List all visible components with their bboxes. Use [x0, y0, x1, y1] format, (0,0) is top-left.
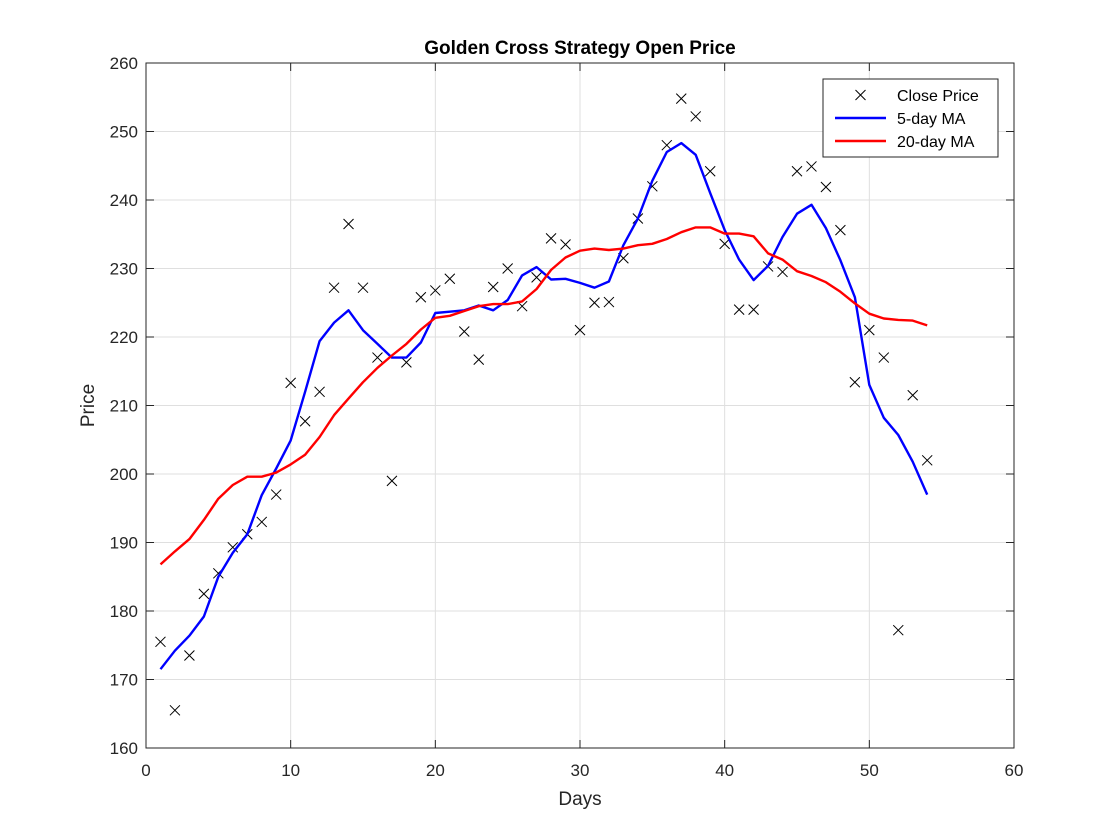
data-point-marker: [690, 111, 702, 122]
y-tick-label: 260: [110, 54, 138, 73]
data-point-marker: [401, 356, 412, 368]
data-point-marker: [155, 636, 166, 648]
x-axis-label: Days: [558, 789, 601, 810]
data-point-marker: [820, 181, 832, 193]
data-point-marker: [806, 161, 817, 172]
series-close-price: [155, 93, 933, 716]
x-tick-label: 30: [571, 761, 590, 780]
data-point-marker: [285, 377, 297, 389]
y-tick-label: 190: [110, 534, 138, 553]
x-tick-label: 50: [860, 761, 879, 780]
data-point-marker: [487, 281, 499, 293]
series-5-day-ma: [159, 141, 929, 670]
y-tick-label: 250: [110, 123, 138, 142]
data-point-marker: [227, 541, 239, 553]
data-point-marker: [256, 516, 268, 528]
x-tick-label: 60: [1005, 761, 1024, 780]
series-20-day-ma: [159, 226, 928, 566]
data-point-marker: [184, 650, 195, 661]
series-line: [159, 226, 928, 566]
data-point-marker: [661, 139, 673, 151]
legend-entry-label: Close Price: [897, 88, 979, 105]
series-line: [159, 141, 929, 670]
data-point-marker: [372, 352, 383, 363]
data-point-marker: [299, 415, 311, 427]
data-point-marker: [502, 263, 514, 274]
data-point-marker: [835, 224, 846, 236]
y-tick-label: 210: [110, 397, 138, 416]
data-point-marker: [198, 588, 210, 600]
data-point-marker: [314, 386, 325, 398]
y-tick-label: 200: [110, 465, 138, 484]
data-point-marker: [473, 354, 485, 365]
legend-entry-label: 5-day MA: [897, 111, 966, 128]
data-point-marker: [791, 165, 803, 177]
data-point-marker: [863, 324, 875, 336]
data-point-marker: [444, 273, 456, 285]
data-point-marker: [907, 389, 919, 401]
data-point-marker: [589, 297, 600, 309]
y-tick-label: 230: [110, 260, 138, 279]
data-point-marker: [603, 296, 615, 308]
legend-swatch: [855, 89, 866, 101]
data-point-marker: [719, 238, 731, 250]
y-tick-label: 170: [110, 671, 138, 690]
data-point-marker: [386, 475, 398, 487]
legend-entry-label: 20-day MA: [897, 134, 975, 151]
data-point-marker: [704, 165, 716, 177]
data-point-marker: [328, 282, 340, 294]
data-point-marker: [892, 624, 904, 636]
x-tick-label: 20: [426, 761, 445, 780]
y-tick-label: 160: [110, 739, 138, 758]
data-point-marker: [560, 239, 571, 250]
data-point-marker: [878, 352, 890, 363]
x-tick-label: 0: [141, 761, 150, 780]
data-point-marker: [545, 233, 557, 244]
data-point-marker: [733, 304, 745, 315]
y-axis-label: Price: [78, 384, 99, 427]
chart-title: Golden Cross Strategy Open Price: [424, 38, 735, 59]
data-point-marker: [357, 282, 369, 294]
axis-ticks: 0 10 20 30 40 50 60 160 170 180 190 200 210 220 230 240…: [110, 54, 1024, 780]
data-point-marker: [531, 272, 542, 283]
y-tick-label: 240: [110, 191, 138, 210]
plot-series: [155, 93, 933, 716]
data-point-marker: [270, 489, 282, 500]
data-point-marker: [921, 454, 933, 466]
data-point-marker: [429, 285, 441, 296]
data-point-marker: [748, 304, 759, 315]
y-tick-label: 180: [110, 602, 138, 621]
legend: Close Price 5-day MA 20-day MA: [822, 78, 999, 158]
data-point-marker: [777, 266, 788, 278]
data-point-marker: [343, 218, 354, 230]
data-point-marker: [169, 704, 181, 716]
data-point-marker: [415, 291, 427, 303]
data-point-marker: [574, 324, 586, 336]
x-tick-label: 10: [281, 761, 300, 780]
x-tick-label: 40: [715, 761, 734, 780]
y-tick-label: 220: [110, 328, 138, 347]
data-point-marker: [675, 93, 687, 104]
data-point-marker: [458, 326, 470, 337]
data-point-marker: [849, 376, 861, 388]
